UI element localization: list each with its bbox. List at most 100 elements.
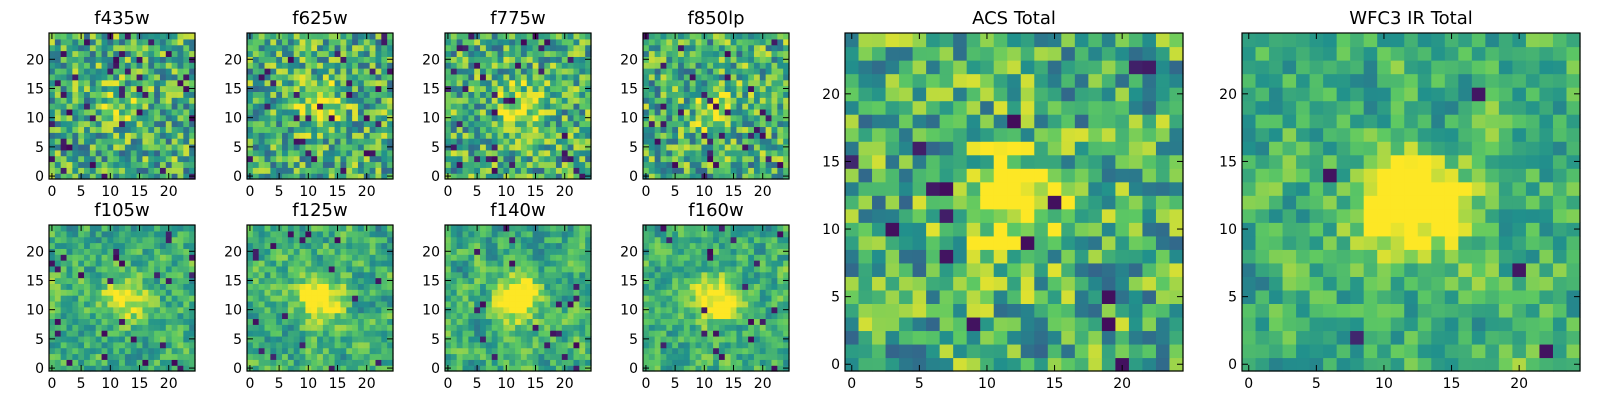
heatmap-cell xyxy=(95,126,103,133)
heatmap-cell xyxy=(526,97,534,104)
heatmap-cell xyxy=(491,62,499,69)
heatmap-cell xyxy=(450,103,458,110)
heatmap-cell xyxy=(654,347,662,355)
heatmap-cell xyxy=(78,120,85,128)
heatmap-cell xyxy=(148,335,155,343)
heatmap-cell xyxy=(311,108,318,116)
heatmap-cell xyxy=(66,62,73,69)
heatmap-cell xyxy=(49,155,56,163)
heatmap-cell xyxy=(748,33,755,40)
heatmap-cell xyxy=(159,318,167,325)
heatmap-cell xyxy=(561,353,569,360)
heatmap-cell xyxy=(375,283,382,290)
heatmap-cell xyxy=(503,138,510,145)
heatmap-cell xyxy=(730,79,738,87)
heatmap-cell xyxy=(387,138,394,145)
heatmap-cell xyxy=(148,149,155,157)
y-tick-label: 15 xyxy=(422,273,440,289)
heatmap-cell xyxy=(252,161,260,168)
heatmap-cell xyxy=(159,353,167,360)
heatmap-cell xyxy=(515,126,522,133)
heatmap-cell xyxy=(555,50,563,57)
heatmap-cell xyxy=(497,306,504,314)
heatmap-cell xyxy=(107,167,114,174)
heatmap-cell xyxy=(515,149,522,157)
heatmap-cell xyxy=(573,167,580,174)
heatmap-cell xyxy=(264,330,271,337)
heatmap-cell xyxy=(322,335,330,343)
heatmap-cell xyxy=(683,295,691,302)
heatmap-cell xyxy=(247,289,254,296)
heatmap-cell xyxy=(777,161,784,168)
heatmap-cell xyxy=(270,155,277,163)
heatmap-cell xyxy=(462,265,469,273)
heatmap-cell xyxy=(544,155,551,163)
heatmap-cell xyxy=(468,149,475,157)
heatmap-cell xyxy=(713,173,720,180)
heatmap-cell xyxy=(183,108,190,116)
heatmap-cell xyxy=(270,91,277,98)
heatmap-cell xyxy=(689,347,697,355)
heatmap-cell xyxy=(654,126,662,133)
heatmap-cell xyxy=(247,62,254,69)
heatmap-cell xyxy=(573,126,580,133)
heatmap-cell xyxy=(678,62,685,69)
heatmap-cell xyxy=(107,260,114,267)
heatmap-cell xyxy=(474,347,481,355)
heatmap-cell xyxy=(561,335,569,343)
heatmap-cell xyxy=(485,365,493,372)
heatmap-cell xyxy=(771,44,778,52)
heatmap-cell xyxy=(357,161,365,168)
heatmap-cell xyxy=(154,73,161,81)
heatmap-cell xyxy=(124,132,132,139)
heatmap-cell xyxy=(340,306,347,314)
heatmap-cell xyxy=(124,126,132,133)
heatmap-cell xyxy=(282,167,289,174)
heatmap-cell xyxy=(340,271,347,279)
heatmap-cell xyxy=(89,73,97,81)
heatmap-cell xyxy=(497,38,504,46)
heatmap-cell xyxy=(759,38,767,46)
heatmap-cell xyxy=(369,120,377,128)
heatmap-cell xyxy=(89,335,97,343)
heatmap-cell xyxy=(503,97,510,104)
heatmap-cell xyxy=(666,365,673,372)
heatmap-cell xyxy=(724,295,732,302)
heatmap-cell xyxy=(736,103,743,110)
heatmap-cell xyxy=(124,230,132,238)
heatmap-cell xyxy=(282,33,289,40)
heatmap-cell xyxy=(585,300,592,308)
heatmap-cell xyxy=(317,79,324,87)
heatmap-cell xyxy=(148,85,155,92)
heatmap-cell xyxy=(183,312,190,320)
heatmap-cell xyxy=(311,260,318,267)
heatmap-cell xyxy=(322,50,330,57)
heatmap-cell xyxy=(480,68,487,75)
heatmap-cell xyxy=(113,149,120,157)
heatmap-cell xyxy=(689,306,697,314)
heatmap-cell xyxy=(672,132,679,139)
heatmap-cell xyxy=(311,120,318,128)
heatmap-cell xyxy=(695,143,702,151)
heatmap-cell xyxy=(718,114,726,122)
heatmap-cell xyxy=(672,108,679,116)
heatmap-cell xyxy=(264,143,271,151)
heatmap-cell xyxy=(328,312,336,320)
heatmap-cell xyxy=(49,341,56,349)
heatmap-cell xyxy=(538,62,545,69)
heatmap-cell xyxy=(189,161,196,168)
heatmap-cell xyxy=(177,277,184,284)
heatmap-cell xyxy=(532,236,540,244)
heatmap-cell xyxy=(672,103,679,110)
heatmap-cell xyxy=(555,318,563,325)
heatmap-cell xyxy=(567,248,575,255)
heatmap-cell xyxy=(538,68,545,75)
x-tick-label: 5 xyxy=(275,376,284,392)
heatmap-cell xyxy=(375,265,382,273)
heatmap-cell xyxy=(136,38,144,46)
heatmap-cell xyxy=(468,265,475,273)
heatmap-cell xyxy=(456,167,464,174)
heatmap-cell xyxy=(509,149,516,157)
heatmap-cell xyxy=(159,230,167,238)
heatmap-cell xyxy=(264,236,271,244)
